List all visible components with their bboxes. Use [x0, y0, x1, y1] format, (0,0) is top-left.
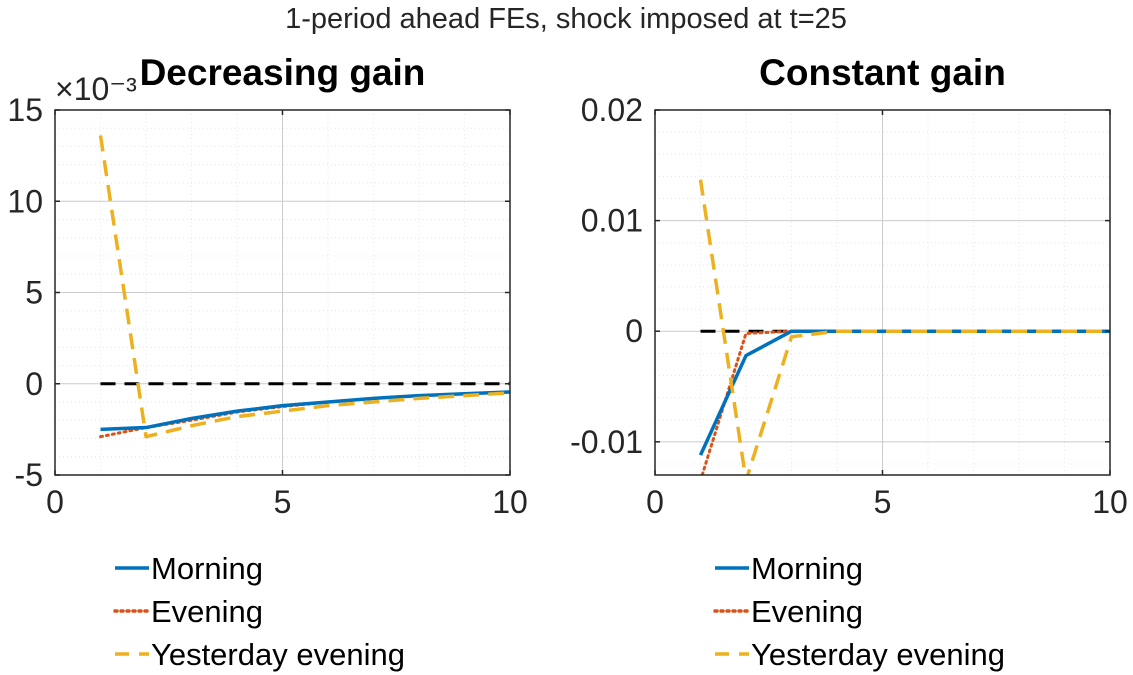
panel-title: Decreasing gain — [140, 52, 426, 93]
x-tick-label: 10 — [1092, 484, 1128, 520]
legend: Morning Evening Yesterday evening — [113, 551, 405, 672]
panel-title: Constant gain — [759, 52, 1006, 93]
x-tick-label: 5 — [874, 484, 892, 520]
y-axis-multiplier: ×10⁻³ — [55, 71, 137, 107]
y-tick-label: 0.02 — [581, 92, 643, 128]
y-tick-label: 0 — [625, 313, 643, 349]
y-tick-label: 0.01 — [581, 203, 643, 239]
figure-title: 1-period ahead FEs, shock imposed at t=2… — [285, 3, 847, 35]
y-tick-label: 10 — [7, 183, 43, 219]
x-tick-label: 10 — [492, 484, 528, 520]
legend-label: Morning — [151, 551, 263, 586]
x-tick-label: 0 — [646, 484, 664, 520]
series-line-yesterday-evening — [98, 135, 510, 439]
legend: Morning Evening Yesterday evening — [713, 551, 1005, 672]
series-line-yesterday-evening — [698, 179, 1110, 475]
series-line-morning — [100, 390, 510, 432]
y-tick-label: 0 — [25, 366, 43, 402]
legend-label: Evening — [151, 594, 263, 629]
legend-label: Yesterday evening — [151, 637, 405, 672]
y-tick-label: -5 — [15, 457, 43, 493]
legend-label: Yesterday evening — [751, 637, 1005, 672]
x-tick-label: 0 — [46, 484, 64, 520]
y-tick-label: 15 — [7, 92, 43, 128]
x-tick-label: 5 — [274, 484, 292, 520]
legend-label: Evening — [751, 594, 863, 629]
y-tick-label: 5 — [25, 275, 43, 311]
legend-label: Morning — [751, 551, 863, 586]
y-tick-label: -0.01 — [570, 424, 643, 460]
